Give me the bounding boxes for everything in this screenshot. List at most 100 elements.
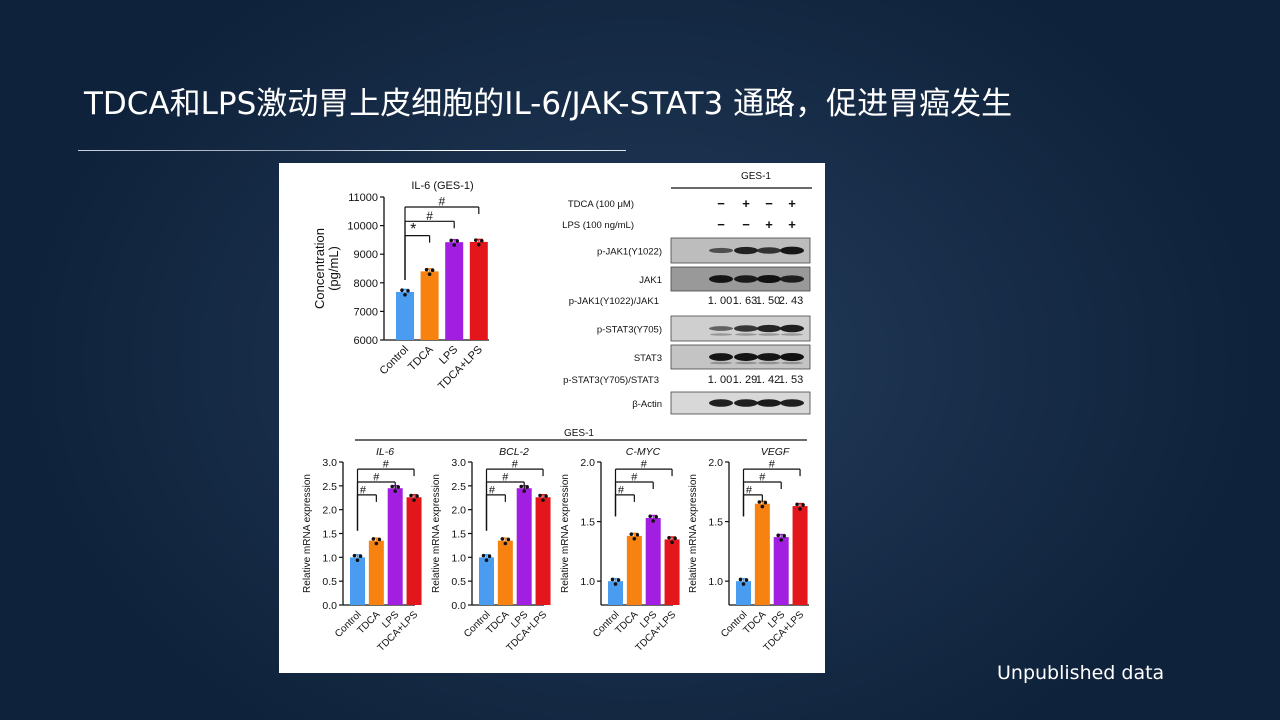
y-tick-label: 10000 [347,221,378,233]
band-label: p-JAK1(Y1022) [597,247,662,258]
bar-tdca [626,535,642,605]
bar-tdca-lps [664,539,680,605]
bar-tdca [754,503,770,605]
significance-mark: # [373,472,380,484]
y-tick-label: 7000 [354,306,378,318]
band-label: JAK1 [639,275,662,286]
band-label: β-Actin [632,399,662,410]
y-tick-label: 8000 [354,278,378,290]
bar-control [350,557,365,605]
bar-lps [387,488,403,605]
y-tick-label: 1.5 [322,529,337,541]
ratio-value: 1. 53 [779,374,803,386]
significance-mark: # [360,484,367,496]
y-tick-label: 0.5 [451,576,466,588]
y-tick-label: 1.0 [580,576,595,588]
ratio-value: 1. 42 [756,374,780,386]
treatment-sign: − [717,196,725,211]
y-tick-label: 0.5 [322,576,337,588]
bar-lps [445,242,464,340]
bar-control [396,291,414,340]
figure-panel: IL-6 (GES-1) 6000 7000 8000 9000 10000 11000 Co… [279,163,825,673]
significance-mark: # [439,195,446,209]
significance-mark: # [746,484,753,496]
y-axis-label: Concentration(pg/mL) [312,228,341,309]
bar-control [608,581,623,605]
y-tick-label: 3.0 [322,457,337,469]
y-axis-label: Relative mRNA expression [560,474,571,593]
significance-mark: # [489,484,496,496]
significance-mark: # [641,459,648,471]
y-tick-label: 1.0 [451,552,466,564]
significance-mark: # [502,472,509,484]
treatment-sign: − [765,196,773,211]
y-tick-label: 1.5 [708,517,723,529]
bar-tdca [368,540,384,605]
ratio-label: p-STAT3(Y705)/STAT3 [563,375,659,386]
treatment-sign: − [742,217,750,232]
y-tick-label: 0.0 [451,600,466,612]
chart-title: C-MYC [626,446,661,458]
bar-tdca [497,540,513,605]
bar-tdca-lps [535,497,551,605]
significance-mark: # [426,209,433,223]
ratio-value: 1. 00 [708,295,732,307]
significance-mark: # [512,459,519,471]
bar-tdca-lps [792,506,808,605]
mrna-group-label: GES-1 [564,428,594,439]
footnote: Unpublished data [997,662,1165,684]
significance-mark: # [631,472,638,484]
y-tick-label: 9000 [354,249,378,261]
significance-mark: # [769,459,776,471]
bar-tdca-lps [469,241,488,340]
y-axis-label: Relative mRNA expression [431,474,442,593]
x-category-label: TDCA [406,343,436,373]
significance-mark: * [410,221,416,238]
bar-lps [773,537,789,605]
bar-lps [516,488,532,605]
x-category-label: Control [378,344,412,378]
chart-il-6-ges-1-: IL-6 (GES-1) 6000 7000 8000 9000 10000 11000 Co… [312,180,489,393]
chart-title: IL-6 (GES-1) [411,180,473,192]
ratio-value: 1. 29 [733,374,757,386]
y-tick-label: 1.5 [451,529,466,541]
ratio-value: 2. 43 [779,295,803,307]
chart-title: BCL-2 [499,446,529,458]
treatment-label: LPS (100 ng/mL) [562,220,634,231]
bar-tdca-lps [406,497,422,605]
y-axis-label: Relative mRNA expression [302,474,313,593]
bar-lps [645,518,661,605]
y-tick-label: 0.0 [322,600,337,612]
chart-title: IL-6 [376,446,394,458]
y-tick-label: 3.0 [451,457,466,469]
figure-svg: IL-6 (GES-1) 6000 7000 8000 9000 10000 11000 Co… [302,171,812,654]
slide-title: TDCA和LPS激动胃上皮细胞的IL-6/JAK-STAT3 通路，促进胃癌发生 [84,86,1013,122]
treatment-sign: + [765,217,773,232]
treatment-label: TDCA (100 μM) [568,199,634,210]
bar-control [479,557,494,605]
treatment-sign: + [788,196,796,211]
significance-mark: # [618,484,625,496]
y-tick-label: 1.5 [580,517,595,529]
treatment-sign: + [788,217,796,232]
title-divider [78,150,626,151]
y-tick-label: 2.5 [451,481,466,493]
y-tick-label: 11000 [348,192,378,204]
y-tick-label: 6000 [354,335,378,347]
chart-title: VEGF [761,446,790,458]
chart-bcl-2: BCL-2 0.0 0.5 1.0 1.5 2.0 2.5 3.0 Relative mRNA … [431,446,551,654]
y-tick-label: 2.0 [708,457,723,469]
y-tick-label: 1.0 [708,576,723,588]
significance-mark: # [759,472,766,484]
treatment-sign: + [742,196,750,211]
ratio-value: 1. 50 [756,295,780,307]
ratio-label: p-JAK1(Y1022)/JAK1 [569,296,659,307]
significance-mark: # [383,459,390,471]
y-tick-label: 2.0 [580,457,595,469]
y-axis-label: Relative mRNA expression [688,474,699,593]
ratio-value: 1. 63 [733,295,757,307]
y-tick-label: 2.0 [451,505,466,517]
